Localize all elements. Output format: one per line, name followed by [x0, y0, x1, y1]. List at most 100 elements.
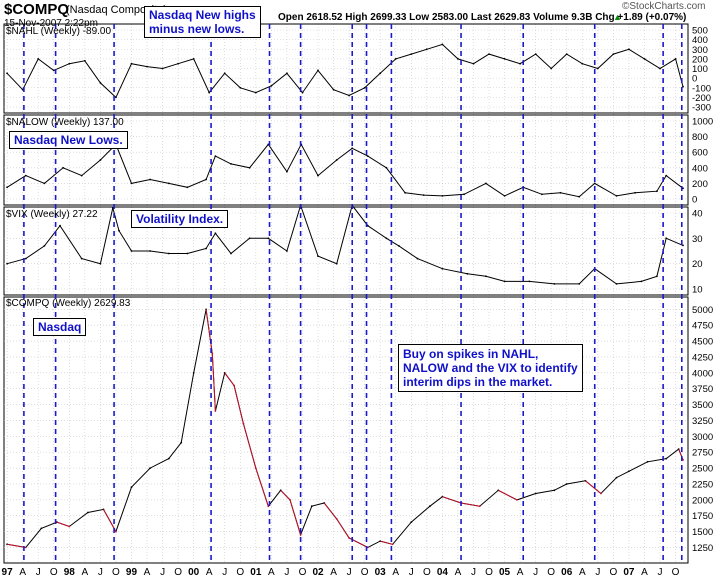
- y-tick-label: 400: [692, 163, 708, 174]
- data-point-nalow: [205, 178, 208, 181]
- data-point-nahl: [192, 58, 195, 60]
- data-point-nahl: [534, 53, 537, 55]
- y-tick-label: -300: [692, 103, 711, 114]
- x-tick-label: A: [641, 567, 648, 578]
- data-point-vix: [656, 275, 658, 278]
- price-decline-segment: [498, 489, 518, 501]
- data-point-vix: [130, 250, 133, 252]
- x-tick-label: 06: [561, 567, 573, 578]
- x-tick-label: O: [299, 567, 307, 578]
- x-tick-label: O: [236, 567, 244, 578]
- panel-frame-compq: [3, 296, 689, 564]
- data-point-nalow: [593, 182, 596, 185]
- data-point-nalow: [167, 182, 170, 185]
- data-point-nalow: [248, 166, 251, 169]
- data-point-nalow: [286, 170, 288, 173]
- data-point-nalow: [130, 182, 133, 185]
- data-point-nalow: [99, 159, 102, 161]
- chart-date-time: 15-Nov-2007 2:22pm: [4, 18, 98, 29]
- data-point-nalow: [62, 166, 64, 169]
- panel-frame-vix: [3, 206, 689, 296]
- data-point-vix: [485, 275, 487, 278]
- data-point-vix: [640, 280, 643, 283]
- data-point-compq: [149, 467, 152, 469]
- data-point-nalow: [43, 182, 46, 185]
- price-decline-segment: [205, 309, 213, 354]
- y-tick-label: 3500: [692, 400, 713, 411]
- data-point-nalow: [578, 195, 581, 198]
- y-tick-label: 100: [692, 64, 708, 75]
- data-point-compq: [40, 527, 43, 530]
- y-tick-label: 20: [692, 259, 703, 270]
- x-tick-label: 03: [375, 567, 387, 578]
- y-tick-label: 2250: [692, 479, 713, 490]
- data-point-compq: [429, 505, 431, 508]
- x-tick-label: A: [330, 567, 337, 578]
- data-point-nalow: [6, 186, 8, 189]
- data-point-compq: [553, 489, 556, 492]
- data-point-compq: [192, 372, 195, 374]
- data-point-nalow: [463, 193, 465, 196]
- data-point-nahl: [596, 67, 599, 70]
- data-point-nahl: [550, 67, 553, 70]
- data-point-nahl: [674, 58, 677, 60]
- callout-advice: Buy on spikes in NAHL, NALOW and the VIX…: [398, 344, 583, 392]
- data-point-vix: [6, 262, 8, 265]
- x-tick-label: J: [222, 567, 227, 578]
- callout-vix: Volatility Index.: [131, 210, 229, 228]
- data-point-vix: [248, 237, 251, 240]
- x-tick-label: A: [19, 567, 26, 578]
- data-point-nahl: [441, 43, 444, 46]
- panel-frame-nalow: [3, 114, 689, 206]
- data-point-vix: [528, 280, 531, 283]
- data-point-nahl: [146, 65, 148, 68]
- data-point-vix: [230, 252, 232, 255]
- data-point-nahl: [457, 58, 459, 60]
- data-point-vix: [416, 257, 419, 260]
- data-point-vix: [665, 237, 668, 240]
- x-tick-label: O: [112, 567, 120, 578]
- x-tick-label: J: [98, 567, 103, 578]
- data-point-nalow: [485, 182, 487, 185]
- data-point-vix: [441, 267, 444, 270]
- price-decline-segment: [460, 502, 480, 507]
- data-point-nahl: [223, 72, 226, 75]
- data-point-nalow: [503, 195, 506, 197]
- series-line-nalow: [6, 143, 684, 198]
- data-point-vix: [578, 283, 581, 285]
- data-point-compq: [646, 460, 649, 463]
- x-tick-label: O: [361, 567, 369, 578]
- data-point-nahl: [130, 62, 133, 65]
- data-point-nalow: [186, 186, 189, 189]
- y-tick-label: 40: [692, 209, 703, 220]
- data-point-compq: [130, 486, 133, 488]
- x-tick-label: J: [284, 567, 289, 578]
- x-tick-label: A: [455, 567, 462, 578]
- data-point-nahl: [410, 53, 413, 55]
- y-tick-label: 600: [692, 148, 708, 159]
- data-point-vix: [149, 250, 152, 252]
- data-point-nahl: [379, 72, 382, 75]
- y-tick-label: 400: [692, 35, 708, 46]
- y-tick-label: 200: [692, 179, 708, 190]
- data-point-nalow: [665, 174, 668, 177]
- data-point-nahl: [161, 67, 164, 70]
- panel-label-vix: $VIX (Weekly) 27.22: [6, 209, 98, 220]
- data-point-nalow: [441, 195, 444, 197]
- price-decline-segment: [442, 496, 462, 504]
- data-point-compq: [87, 511, 89, 514]
- data-point-nahl: [659, 67, 661, 70]
- data-point-vix: [503, 280, 506, 283]
- y-tick-label: 200: [692, 54, 708, 65]
- data-point-nalow: [230, 163, 232, 165]
- y-tick-label: 0: [692, 195, 697, 206]
- x-tick-label: A: [268, 567, 275, 578]
- data-point-vix: [186, 252, 189, 255]
- y-tick-label: 1000: [692, 117, 713, 128]
- data-point-nalow: [214, 155, 217, 158]
- data-point-nahl: [83, 59, 86, 62]
- data-point-nahl: [565, 53, 568, 55]
- x-tick-label: A: [579, 567, 586, 578]
- data-point-compq: [628, 470, 630, 473]
